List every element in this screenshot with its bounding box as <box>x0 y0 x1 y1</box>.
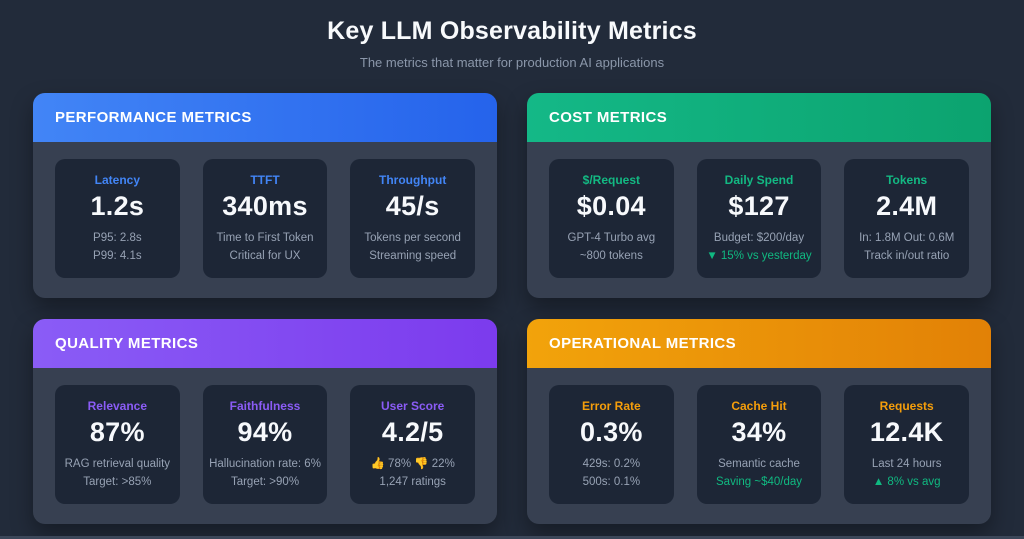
card-performance-header: PERFORMANCE METRICS <box>33 93 497 142</box>
card-quality-body: Relevance 87% RAG retrieval quality Targ… <box>33 368 497 524</box>
tile-cache-hit-saving: Saving ~$40/day <box>716 476 802 489</box>
tile-tokens-subline-1: In: 1.8M Out: 0.6M <box>859 232 955 244</box>
tile-latency-label: Latency <box>94 173 141 187</box>
tile-relevance: Relevance 87% RAG retrieval quality Targ… <box>55 384 180 504</box>
tile-requests-trend: ▲ 8% vs avg <box>872 476 941 489</box>
card-quality-header: QUALITY METRICS <box>33 318 497 368</box>
tile-daily-spend-subline-1: Budget: $200/day <box>713 232 805 244</box>
tile-cache-hit-value: 34% <box>731 416 787 447</box>
tile-daily-spend-label: Daily Spend <box>724 173 794 187</box>
tile-ttft-subline-2: Critical for UX <box>229 250 301 263</box>
tile-cost-per-request: $/Request $0.04 GPT-4 Turbo avg ~800 tok… <box>549 159 674 278</box>
tile-tokens-label: Tokens <box>886 173 928 187</box>
tile-cost-per-request-subline-2: ~800 tokens <box>579 250 643 263</box>
card-operational-title: OPERATIONAL METRICS <box>549 334 737 352</box>
tile-latency-subline-1: P95: 2.8s <box>93 232 142 244</box>
tile-cache-hit-subline-1: Semantic cache <box>718 457 800 470</box>
tile-daily-spend-trend: ▼ 15% vs yesterday <box>706 250 812 263</box>
tile-error-rate-subline-2: 500s: 0.1% <box>582 476 641 489</box>
tile-user-score-value: 4.2/5 <box>381 416 444 447</box>
tile-ttft-value: 340ms <box>222 191 308 221</box>
tile-latency: Latency 1.2s P95: 2.8s P99: 4.1s <box>55 159 180 278</box>
tile-ttft-subline-1: Time to First Token <box>216 232 314 244</box>
tile-error-rate-label: Error Rate <box>581 398 641 413</box>
tile-error-rate-subline-1: 429s: 0.2% <box>582 457 641 470</box>
tile-requests-value: 12.4K <box>869 416 944 447</box>
tile-latency-value: 1.2s <box>90 191 145 221</box>
tile-relevance-value: 87% <box>89 416 145 447</box>
tile-requests-label: Requests <box>879 398 934 413</box>
tile-throughput-subline-2: Streaming speed <box>369 250 457 263</box>
page-title: Key LLM Observability Metrics <box>327 17 697 45</box>
card-cost-title: COST METRICS <box>549 109 668 126</box>
tile-relevance-subline-1: RAG retrieval quality <box>64 457 171 470</box>
tile-throughput-subline-1: Tokens per second <box>364 232 461 244</box>
tile-cost-per-request-value: $0.04 <box>576 191 646 221</box>
tile-tokens-subline-2: Track in/out ratio <box>864 250 950 263</box>
next-section-top-edge <box>0 536 1024 539</box>
tile-faithfulness: Faithfulness 94% Hallucination rate: 6% … <box>202 384 328 504</box>
tile-faithfulness-label: Faithfulness <box>229 398 301 413</box>
tile-faithfulness-subline-2: Target: >90% <box>230 476 300 489</box>
card-operational-metrics: OPERATIONAL METRICS Error Rate 0.3% 429s… <box>527 318 991 524</box>
tile-error-rate: Error Rate 0.3% 429s: 0.2% 500s: 0.1% <box>549 384 674 504</box>
card-operational-header: OPERATIONAL METRICS <box>527 318 991 368</box>
tile-cache-hit: Cache Hit 34% Semantic cache Saving ~$40… <box>696 384 822 504</box>
page-header: Key LLM Observability Metrics The metric… <box>0 0 1024 70</box>
card-cost-body: $/Request $0.04 GPT-4 Turbo avg ~800 tok… <box>527 142 991 298</box>
tile-requests-subline-1: Last 24 hours <box>871 457 942 470</box>
card-cost-metrics: COST METRICS $/Request $0.04 GPT-4 Turbo… <box>527 93 991 298</box>
tile-user-score-thumbs: 👍 78% 👎 22% <box>370 457 455 470</box>
tile-ttft: TTFT 340ms Time to First Token Critical … <box>202 159 328 278</box>
card-cost-header: COST METRICS <box>527 93 991 142</box>
tile-relevance-label: Relevance <box>87 398 148 413</box>
card-quality-title: QUALITY METRICS <box>55 334 199 352</box>
tile-requests: Requests 12.4K Last 24 hours ▲ 8% vs avg <box>844 384 970 504</box>
tile-daily-spend-value: $127 <box>728 191 790 221</box>
tile-ttft-label: TTFT <box>250 173 280 187</box>
tile-user-score-ratings: 1,247 ratings <box>379 476 446 489</box>
page-subtitle: The metrics that matter for production A… <box>359 55 665 70</box>
card-performance-body: Latency 1.2s P95: 2.8s P99: 4.1s TTFT 34… <box>33 142 497 298</box>
tile-relevance-subline-2: Target: >85% <box>83 476 152 489</box>
tile-error-rate-value: 0.3% <box>579 416 643 447</box>
tile-throughput: Throughput 45/s Tokens per second Stream… <box>350 159 476 278</box>
tile-throughput-label: Throughput <box>379 173 447 187</box>
metrics-grid: PERFORMANCE METRICS Latency 1.2s P95: 2.… <box>0 93 1024 524</box>
tile-cost-per-request-label: $/Request <box>582 173 641 187</box>
tile-latency-subline-2: P99: 4.1s <box>93 250 142 263</box>
tile-user-score: User Score 4.2/5 👍 78% 👎 22% 1,247 ratin… <box>350 384 476 504</box>
tile-cache-hit-label: Cache Hit <box>731 398 787 413</box>
tile-throughput-value: 45/s <box>385 191 440 221</box>
tile-user-score-label: User Score <box>380 398 445 413</box>
tile-faithfulness-value: 94% <box>237 416 293 447</box>
card-operational-body: Error Rate 0.3% 429s: 0.2% 500s: 0.1% Ca… <box>527 368 991 524</box>
card-performance-title: PERFORMANCE METRICS <box>55 109 252 126</box>
card-quality-metrics: QUALITY METRICS Relevance 87% RAG retrie… <box>33 318 497 524</box>
card-performance-metrics: PERFORMANCE METRICS Latency 1.2s P95: 2.… <box>33 93 497 298</box>
tile-faithfulness-subline-1: Hallucination rate: 6% <box>209 457 321 470</box>
tile-daily-spend: Daily Spend $127 Budget: $200/day ▼ 15% … <box>696 159 822 278</box>
tile-tokens-value: 2.4M <box>876 191 938 221</box>
tile-cost-per-request-subline-1: GPT-4 Turbo avg <box>567 232 656 244</box>
tile-tokens: Tokens 2.4M In: 1.8M Out: 0.6M Track in/… <box>844 159 970 278</box>
